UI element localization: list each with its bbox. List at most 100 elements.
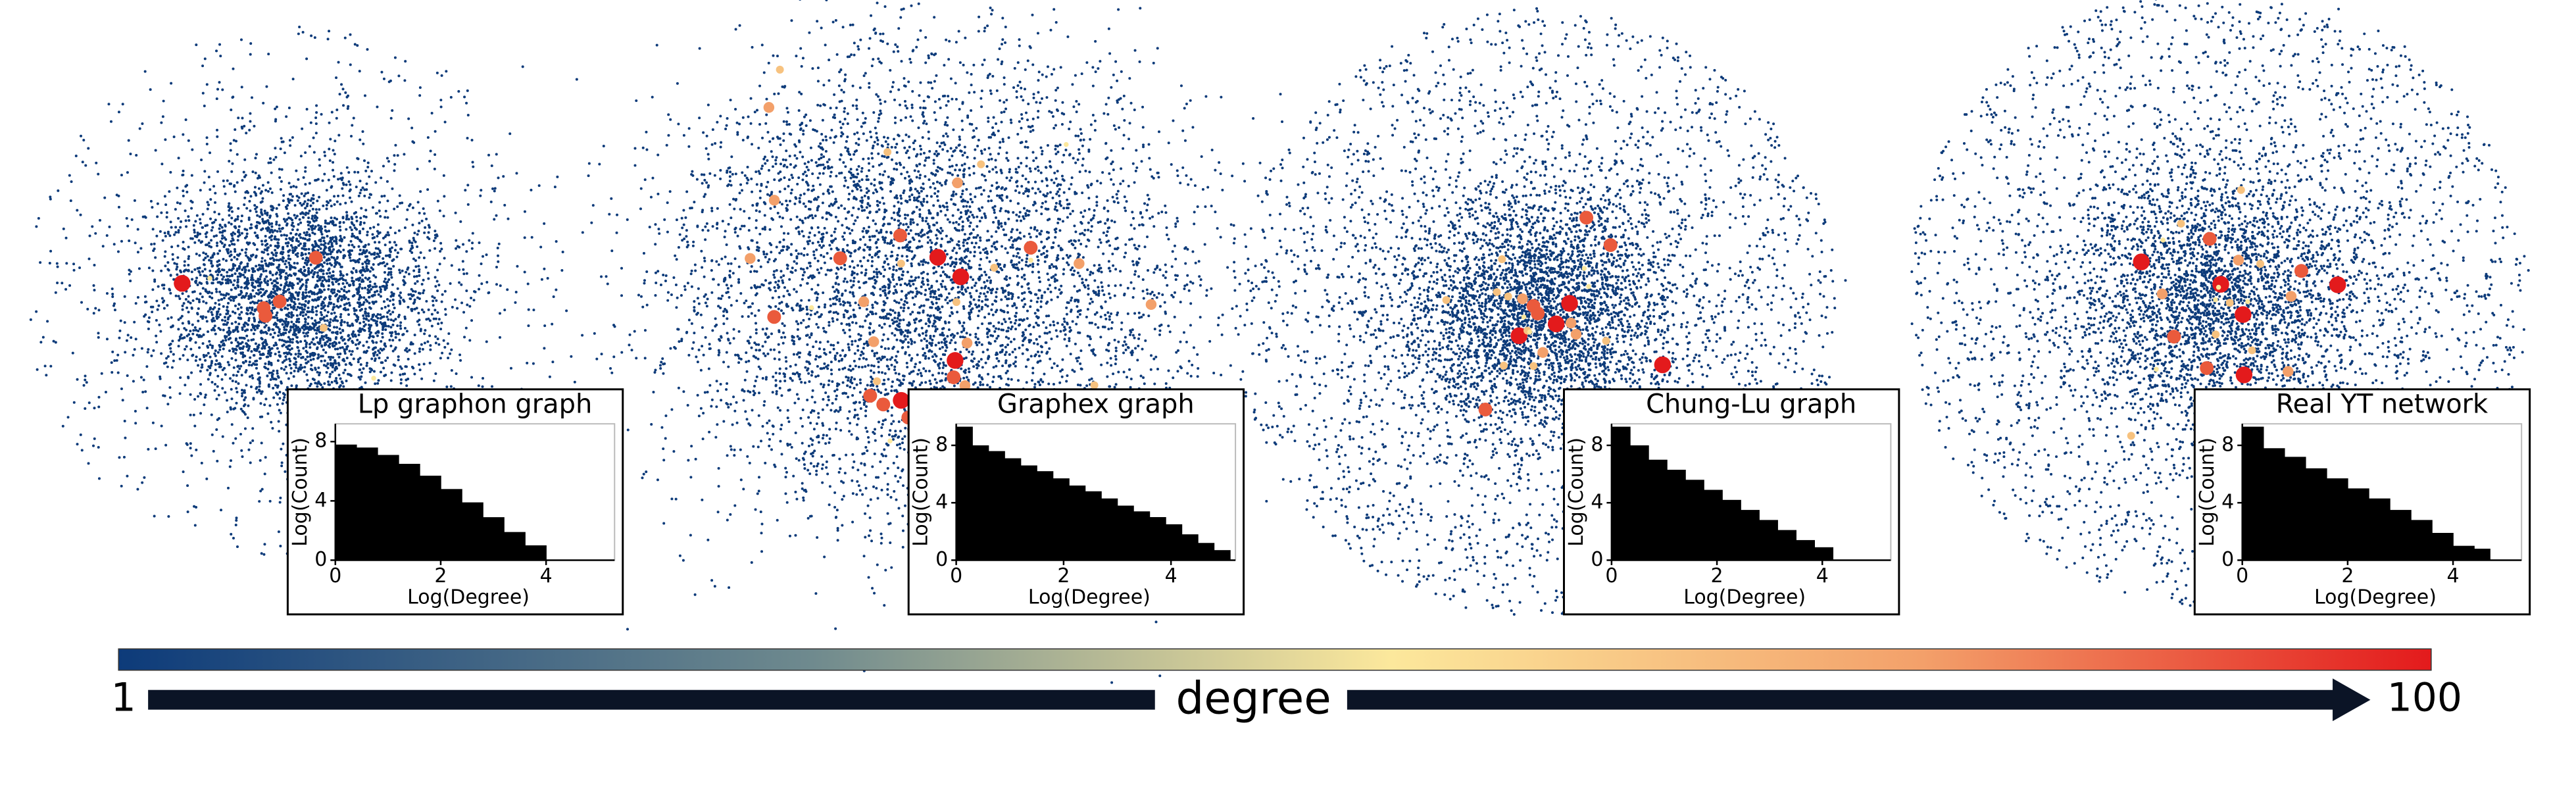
hub-node [952, 298, 960, 307]
histogram-bar [2347, 488, 2369, 561]
hub-node [833, 251, 847, 266]
hub-node [929, 249, 947, 266]
hub-node [1064, 141, 1069, 147]
x-axis-label: Log(Degree) [2314, 586, 2437, 609]
hub-node [1521, 314, 1527, 320]
histogram-bar [1704, 489, 1723, 561]
colorbar-label: degree [1176, 672, 1331, 724]
hub-node [2177, 219, 2185, 228]
hub-node [1529, 362, 1538, 370]
hub-node [1500, 361, 1508, 370]
hub-node [858, 296, 870, 307]
histogram-bar [1611, 426, 1631, 561]
hub-node [883, 148, 892, 157]
hub-node [893, 228, 907, 243]
hub-node [2202, 232, 2217, 246]
histogram-bar [419, 476, 441, 561]
inset-title: Graphex graph [997, 389, 1195, 420]
y-tick-label: 8 [2221, 433, 2234, 456]
hub-node [947, 352, 964, 369]
inset-title: Lp graphon graph [358, 389, 593, 420]
hub-node [897, 259, 905, 268]
hub-node [1531, 306, 1545, 320]
histogram-bar [1796, 539, 1815, 561]
hub-node [1504, 292, 1512, 301]
hub-node [272, 294, 287, 309]
hub-node [1090, 381, 1099, 389]
x-tick-label: 0 [2236, 564, 2248, 588]
histogram-bar [1666, 470, 1686, 561]
x-tick-label: 0 [329, 564, 341, 588]
hub-node [776, 65, 784, 74]
hub-node [2235, 366, 2253, 384]
hub-node [1570, 328, 1582, 340]
hub-node [320, 324, 328, 332]
hub-node [259, 309, 273, 323]
histogram-bar [1648, 459, 1668, 561]
histogram-bar [440, 489, 462, 561]
y-tick-label: 4 [314, 489, 327, 512]
histogram-bar [2242, 426, 2264, 561]
hub-node [868, 336, 879, 347]
histogram-bar [1741, 510, 1760, 561]
x-tick-label: 2 [1057, 564, 1070, 588]
histogram-bar [1004, 458, 1022, 561]
y-axis-label: Log(Count) [2196, 438, 2219, 547]
hub-node [952, 268, 970, 286]
histogram-bar [1101, 498, 1118, 561]
histogram-bar [1214, 550, 1231, 561]
hub-node [2212, 330, 2220, 339]
histogram-bar [1053, 478, 1070, 561]
network-nodes [29, 25, 564, 566]
hub-node [767, 310, 781, 324]
hub-node [1442, 295, 1450, 304]
hub-node [2167, 330, 2181, 344]
hub-node [1603, 238, 1618, 252]
hub-node [2237, 186, 2245, 194]
hub-node [1074, 258, 1085, 269]
histogram-bar [1117, 505, 1134, 561]
hub-node [2154, 366, 2159, 372]
inset-title: Real YT network [2276, 389, 2489, 420]
hub-node [2285, 291, 2297, 302]
hub-node [2133, 253, 2150, 270]
histogram-bar [1149, 517, 1166, 561]
hub-node [1145, 299, 1157, 311]
hub-node [961, 338, 973, 349]
arrow-head [1347, 678, 2371, 722]
histogram-bar [2305, 468, 2327, 561]
histogram-bar [972, 445, 989, 561]
y-tick-label: 8 [314, 430, 327, 453]
histogram-bar [1814, 547, 1834, 561]
x-tick-label: 4 [1165, 564, 1177, 588]
hub-node [1602, 337, 1610, 345]
histogram-bar [2453, 545, 2475, 561]
x-axis-label: Log(Degree) [1683, 586, 1806, 609]
hub-node [2235, 306, 2252, 323]
hub-node [1565, 317, 1577, 329]
histogram-bar [398, 464, 420, 561]
y-axis-label: Log(Count) [910, 438, 933, 547]
histogram-bar [2284, 457, 2306, 561]
hub-node [1586, 284, 1591, 289]
hub-node [1527, 329, 1533, 335]
hub-node [2200, 361, 2214, 375]
hub-node [2225, 299, 2234, 307]
hub-node [2256, 260, 2265, 268]
hub-node [893, 391, 910, 409]
hub-node [1579, 211, 1594, 225]
hub-node [1517, 293, 1528, 305]
hub-node [745, 253, 756, 264]
hub-node [1561, 295, 1578, 312]
networks [29, 0, 2530, 684]
histogram-bar [1181, 534, 1199, 561]
histogram-bar [335, 444, 357, 561]
x-tick-label: 0 [1605, 564, 1618, 588]
histogram-bar [2326, 478, 2348, 561]
hub-node [1547, 315, 1565, 333]
histogram-bar [1777, 530, 1796, 561]
histogram-bar [2432, 533, 2454, 561]
hub-node [1478, 402, 1493, 416]
hub-node [876, 397, 891, 412]
hub-node [2245, 299, 2250, 305]
